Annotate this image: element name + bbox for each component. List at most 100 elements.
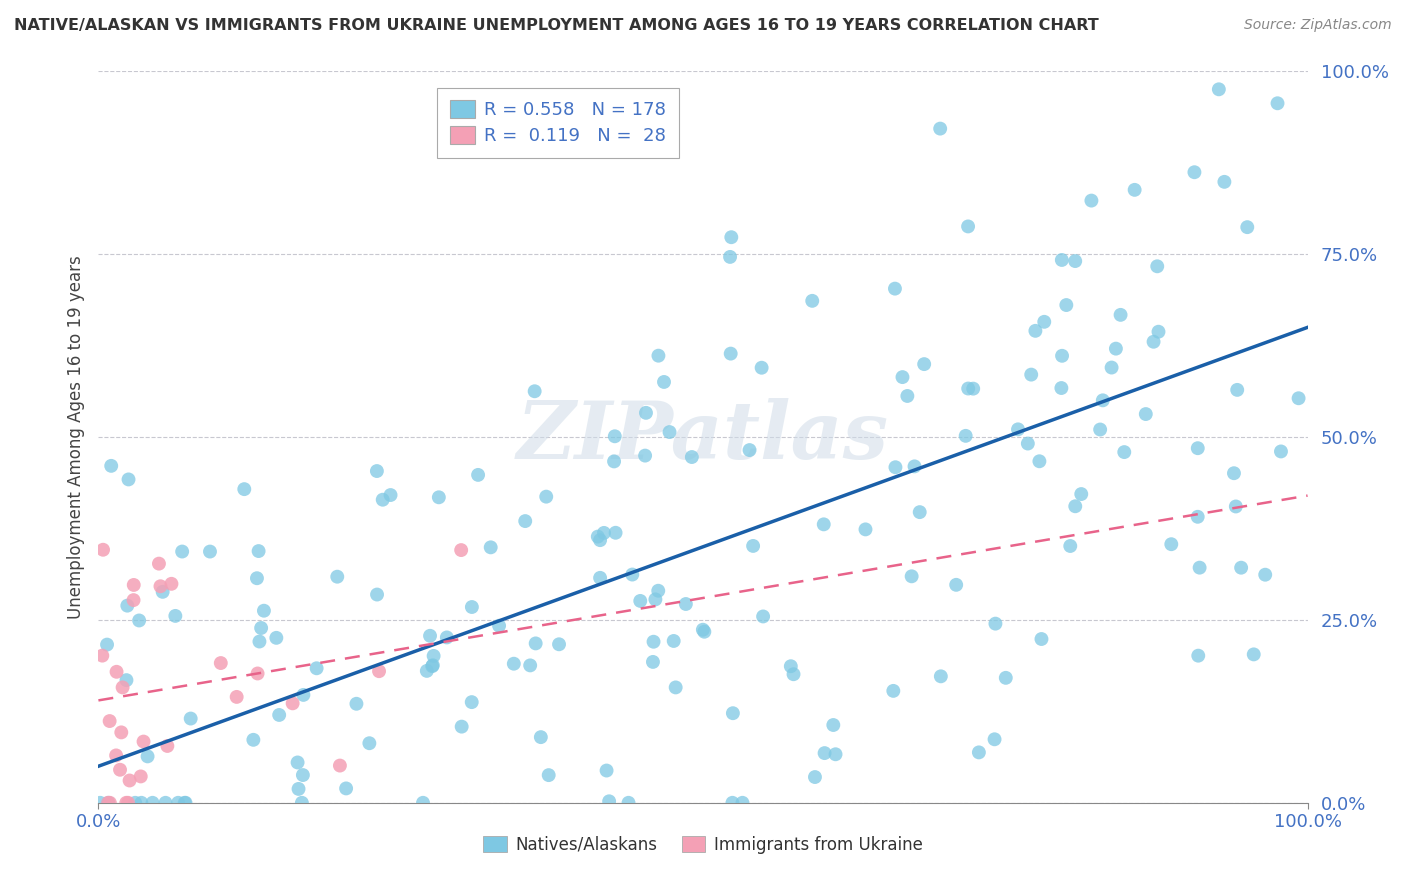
Point xyxy=(128,614,150,628)
Point xyxy=(269,708,291,723)
Point xyxy=(658,425,681,439)
Point xyxy=(167,796,190,810)
Point xyxy=(1091,393,1114,408)
Point xyxy=(281,696,304,710)
Point xyxy=(593,525,616,540)
Point xyxy=(436,631,458,645)
Point xyxy=(1188,560,1211,574)
Point xyxy=(731,796,754,810)
Point xyxy=(1243,648,1265,662)
Point xyxy=(1114,445,1136,459)
Point xyxy=(89,796,111,810)
Point xyxy=(1050,381,1073,395)
Point xyxy=(122,578,145,592)
Point xyxy=(1288,391,1310,405)
Point xyxy=(1050,252,1073,267)
Point xyxy=(804,770,827,784)
Point xyxy=(110,725,132,739)
Point xyxy=(91,648,114,663)
Point xyxy=(929,121,952,136)
Point xyxy=(1033,315,1056,329)
Point xyxy=(253,604,276,618)
Point xyxy=(1184,165,1206,179)
Point xyxy=(955,429,977,443)
Point xyxy=(96,638,118,652)
Point xyxy=(118,773,141,788)
Point xyxy=(1270,444,1292,458)
Point xyxy=(467,467,489,482)
Point xyxy=(246,571,269,585)
Point xyxy=(1070,487,1092,501)
Point xyxy=(291,796,314,810)
Point xyxy=(368,664,391,678)
Point xyxy=(681,450,703,464)
Point xyxy=(1135,407,1157,421)
Point xyxy=(366,588,388,602)
Point xyxy=(97,796,120,810)
Point xyxy=(305,661,328,675)
Point xyxy=(117,472,139,486)
Point xyxy=(628,594,651,608)
Point xyxy=(957,382,980,396)
Point xyxy=(720,346,742,360)
Point xyxy=(983,732,1005,747)
Point xyxy=(1187,509,1209,524)
Point xyxy=(380,488,402,502)
Point xyxy=(1230,560,1253,574)
Point xyxy=(155,796,177,810)
Point xyxy=(1187,441,1209,455)
Point xyxy=(1050,349,1073,363)
Point xyxy=(136,749,159,764)
Point xyxy=(537,768,560,782)
Point xyxy=(98,714,121,728)
Point xyxy=(855,522,877,536)
Point xyxy=(644,592,666,607)
Point xyxy=(586,530,609,544)
Point xyxy=(198,544,221,558)
Point xyxy=(984,616,1007,631)
Point xyxy=(1031,632,1053,646)
Point xyxy=(1059,539,1081,553)
Point xyxy=(97,796,120,810)
Point xyxy=(111,681,134,695)
Point xyxy=(450,720,472,734)
Point xyxy=(148,557,170,571)
Point xyxy=(912,357,935,371)
Point xyxy=(502,657,524,671)
Point xyxy=(1142,334,1164,349)
Text: NATIVE/ALASKAN VS IMMIGRANTS FROM UKRAINE UNEMPLOYMENT AMONG AGES 16 TO 19 YEARS: NATIVE/ALASKAN VS IMMIGRANTS FROM UKRAIN… xyxy=(14,18,1099,33)
Point xyxy=(174,796,197,810)
Point xyxy=(105,665,128,679)
Point xyxy=(479,541,502,555)
Point xyxy=(129,769,152,783)
Point xyxy=(721,706,744,721)
Point xyxy=(329,758,352,772)
Point xyxy=(824,747,846,762)
Point xyxy=(124,796,146,810)
Point xyxy=(994,671,1017,685)
Point xyxy=(1225,500,1247,514)
Point xyxy=(779,659,801,673)
Point xyxy=(908,505,931,519)
Point xyxy=(641,655,664,669)
Point xyxy=(160,576,183,591)
Point xyxy=(1028,454,1050,468)
Point xyxy=(416,664,439,678)
Point xyxy=(598,794,620,808)
Point xyxy=(1109,308,1132,322)
Point xyxy=(603,429,626,443)
Point xyxy=(209,656,232,670)
Point xyxy=(1254,567,1277,582)
Point xyxy=(115,673,138,687)
Point xyxy=(603,454,626,468)
Point xyxy=(100,458,122,473)
Point xyxy=(929,669,952,683)
Point xyxy=(461,600,484,615)
Point xyxy=(523,384,546,399)
Point xyxy=(589,571,612,585)
Point xyxy=(461,695,484,709)
Text: ZIPatlas: ZIPatlas xyxy=(517,399,889,475)
Point xyxy=(247,544,270,558)
Point xyxy=(156,739,179,753)
Point xyxy=(132,734,155,748)
